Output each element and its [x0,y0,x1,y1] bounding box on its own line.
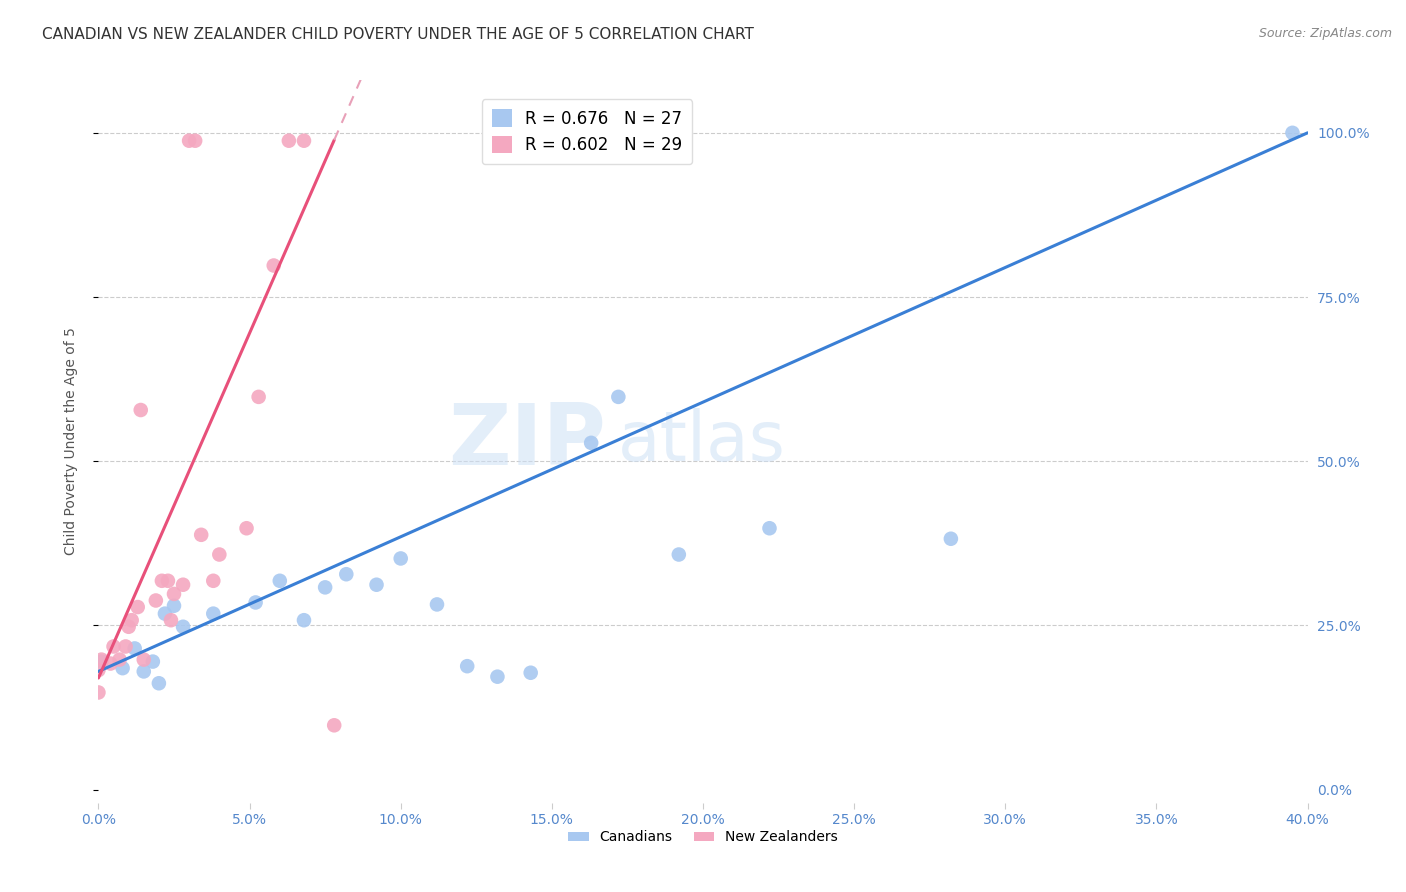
Point [668,548,690,562]
Point [148,676,170,690]
Point [160,613,183,627]
Point [456,659,478,673]
Point [758,521,780,535]
Point [163,599,186,613]
Point [150,574,173,588]
Point [121,613,143,627]
Point [132,652,155,666]
Point [269,574,291,588]
Point [90,652,112,666]
Point [323,718,346,732]
Point [87,663,110,677]
Point [389,551,412,566]
Point [172,620,194,634]
Point [184,134,207,148]
Point [277,134,299,148]
Point [486,670,509,684]
Point [103,640,125,654]
Point [114,640,136,654]
Text: CANADIAN VS NEW ZEALANDER CHILD POVERTY UNDER THE AGE OF 5 CORRELATION CHART: CANADIAN VS NEW ZEALANDER CHILD POVERTY … [42,27,754,42]
Point [314,580,336,594]
Legend: Canadians, New Zealanders: Canadians, New Zealanders [562,825,844,850]
Point [87,685,110,699]
Point [939,532,962,546]
Point [127,600,149,615]
Point [579,435,602,450]
Point [607,390,630,404]
Point [202,607,225,621]
Point [124,641,146,656]
Point [129,403,152,417]
Point [100,657,122,671]
Text: atlas: atlas [619,408,786,475]
Point [519,665,541,680]
Point [156,574,179,588]
Text: Source: ZipAtlas.com: Source: ZipAtlas.com [1258,27,1392,40]
Point [235,521,257,535]
Point [118,620,141,634]
Point [190,528,212,542]
Point [172,578,194,592]
Text: ZIP: ZIP [449,400,606,483]
Point [108,652,131,666]
Point [1281,126,1303,140]
Point [335,567,357,582]
Point [132,665,155,679]
Point [202,574,225,588]
Point [245,595,267,609]
Point [179,134,201,148]
Point [292,613,315,627]
Point [426,598,449,612]
Point [142,655,165,669]
Point [163,587,186,601]
Point [263,259,285,273]
Point [292,134,315,148]
Point [90,655,112,669]
Point [366,578,388,592]
Point [247,390,270,404]
Point [153,607,176,621]
Y-axis label: Child Poverty Under the Age of 5: Child Poverty Under the Age of 5 [63,327,77,556]
Point [208,548,231,562]
Point [145,593,167,607]
Point [111,661,134,675]
